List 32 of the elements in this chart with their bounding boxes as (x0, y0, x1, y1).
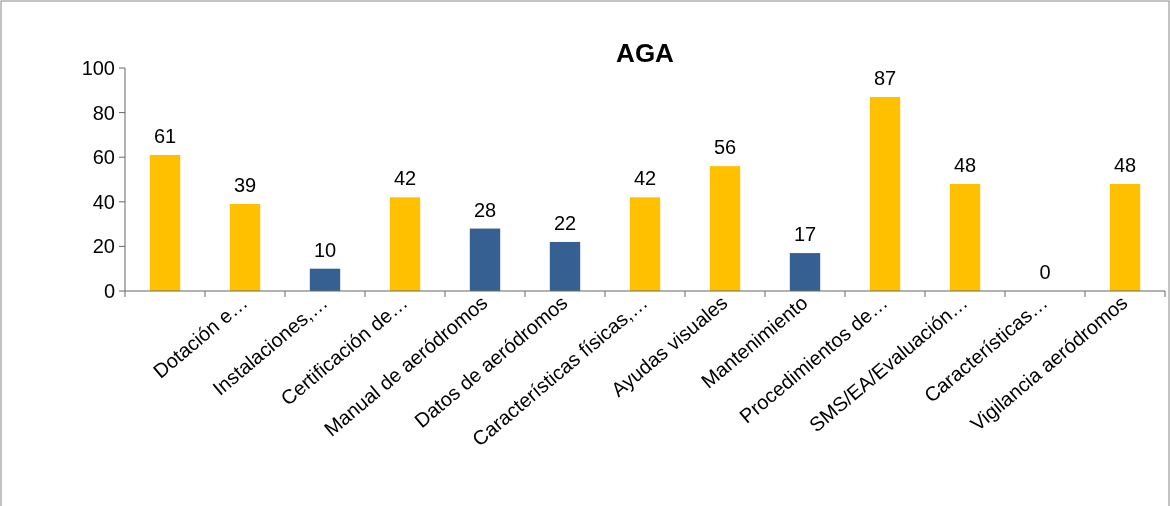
data-label: 42 (393, 167, 417, 190)
data-label: 39 (233, 174, 257, 197)
data-label: 22 (553, 211, 577, 234)
data-label: 17 (793, 223, 817, 246)
y-tick-label: 20 (92, 235, 115, 258)
bar (469, 228, 501, 291)
bar (309, 268, 341, 291)
bar (709, 166, 741, 291)
y-tick-label: 100 (81, 57, 115, 79)
bar (549, 241, 581, 291)
data-label: 48 (953, 153, 977, 176)
y-tick-label: 80 (92, 101, 115, 124)
data-label: 61 (153, 124, 177, 147)
data-label: 28 (473, 198, 497, 221)
data-label: 42 (633, 167, 657, 190)
bar (949, 183, 981, 291)
data-label: 10 (313, 238, 337, 261)
y-tick-label: 0 (103, 280, 115, 302)
data-label: 0 (1039, 261, 1051, 283)
data-label: 56 (713, 136, 737, 159)
data-label: 87 (873, 66, 897, 89)
bar (629, 197, 661, 291)
bar (389, 197, 421, 291)
y-tick-label: 40 (92, 190, 115, 213)
bar (229, 204, 261, 291)
bar (869, 96, 901, 291)
bar (789, 253, 821, 291)
bar (149, 154, 181, 291)
data-label: 48 (1113, 153, 1137, 176)
chart-title: AGA (616, 38, 675, 68)
y-tick-label: 60 (92, 146, 115, 169)
bar (1109, 183, 1141, 291)
